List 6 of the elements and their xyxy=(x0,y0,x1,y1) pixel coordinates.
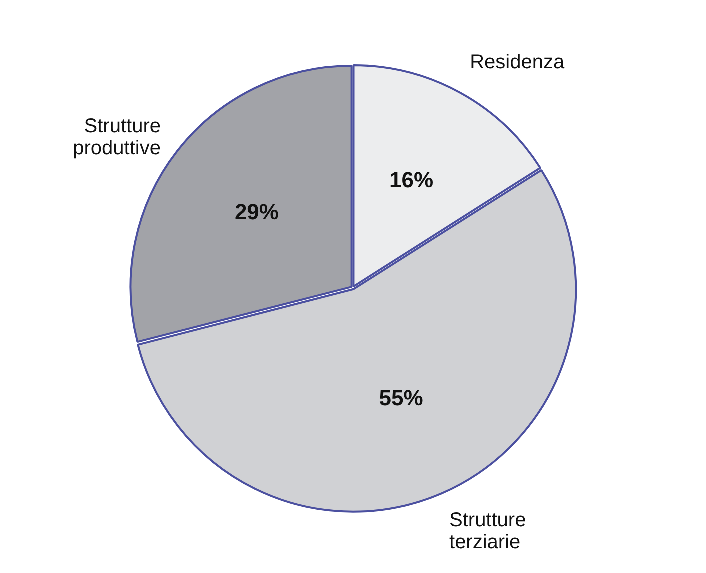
slice-label: Residenza xyxy=(470,52,566,74)
slice-label: Strutture produttive xyxy=(73,116,161,160)
data-label: 16% xyxy=(390,168,434,193)
data-label: 29% xyxy=(234,200,279,225)
data-label: 55% xyxy=(379,386,424,411)
slice-label: Strutture terziarie xyxy=(450,510,526,554)
